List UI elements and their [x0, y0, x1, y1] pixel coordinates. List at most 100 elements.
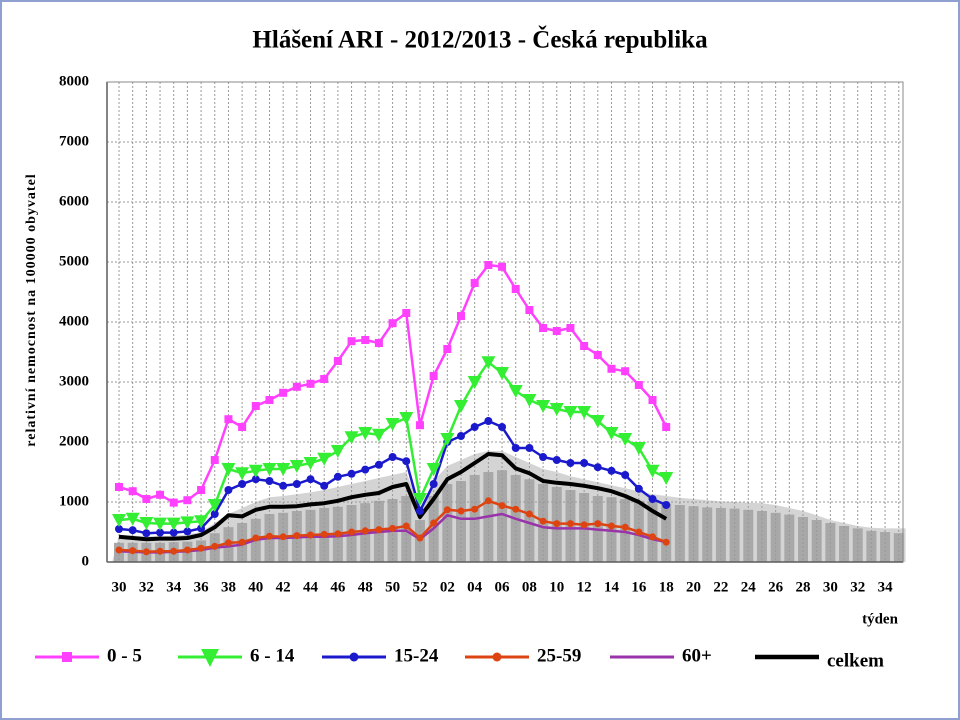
marker [508, 385, 523, 398]
marker [525, 444, 534, 452]
marker [495, 367, 510, 380]
legend-label: 15-24 [394, 645, 439, 666]
marker [344, 431, 359, 445]
y-tick-label: 1000 [59, 493, 89, 509]
marker [251, 402, 260, 410]
marker [415, 421, 424, 430]
x-tick-label: 30 [112, 579, 127, 595]
legend-item: 6 - 14 [178, 645, 295, 667]
y-tick-label: 0 [82, 553, 90, 569]
marker [536, 400, 551, 413]
marker [224, 486, 233, 494]
marker [238, 538, 246, 546]
marker [115, 483, 123, 491]
marker [484, 497, 492, 505]
x-tick-label: 34 [878, 579, 894, 595]
legend-marker [349, 652, 359, 662]
marker [607, 364, 616, 373]
background-bar [674, 505, 685, 562]
marker [580, 459, 589, 467]
legend-item: 0 - 5 [35, 645, 142, 666]
marker [402, 522, 410, 530]
x-tick-label: 34 [166, 579, 182, 595]
marker [471, 505, 479, 513]
marker [593, 463, 602, 472]
marker [443, 506, 451, 514]
y-tick-label: 7000 [59, 133, 89, 149]
marker [197, 524, 206, 533]
marker [194, 515, 209, 529]
marker [388, 319, 397, 328]
marker [320, 375, 329, 383]
marker [594, 520, 602, 528]
marker [347, 337, 356, 346]
legend-item: 60+ [610, 645, 712, 666]
marker [662, 501, 671, 509]
marker [197, 544, 205, 552]
marker [399, 412, 414, 425]
y-tick-label: 3000 [59, 373, 89, 389]
marker [553, 520, 561, 528]
marker [166, 517, 181, 531]
marker [224, 539, 232, 547]
marker [457, 432, 465, 440]
marker [593, 351, 602, 359]
marker [430, 519, 438, 527]
marker [347, 469, 356, 478]
marker [361, 527, 369, 535]
marker [333, 472, 342, 481]
marker [333, 357, 342, 365]
marker [549, 403, 564, 416]
marker [115, 546, 123, 554]
marker [279, 388, 288, 397]
marker [139, 517, 154, 530]
x-tick-label: 50 [385, 579, 400, 595]
marker [662, 538, 670, 546]
marker [580, 521, 588, 529]
marker [317, 452, 332, 466]
y-tick-label: 2000 [59, 433, 89, 449]
x-tick-label: 48 [358, 579, 373, 595]
marker [306, 379, 315, 388]
marker [440, 433, 455, 446]
marker [470, 279, 479, 287]
x-tick-label: 06 [495, 579, 511, 595]
marker [484, 417, 493, 425]
marker [153, 517, 168, 531]
marker [293, 532, 301, 540]
marker [388, 453, 397, 461]
marker [265, 532, 273, 540]
x-tick-label: 28 [796, 579, 811, 595]
x-axis-label: týden [862, 611, 898, 627]
x-tick-label: 38 [221, 579, 236, 595]
marker [484, 261, 493, 269]
marker [604, 427, 619, 440]
marker [467, 376, 482, 389]
legend-item: celkem [755, 650, 884, 671]
x-tick-label: 46 [330, 579, 346, 595]
marker [320, 481, 329, 490]
marker [511, 285, 520, 293]
legend-label: 60+ [682, 645, 712, 666]
marker [238, 480, 247, 488]
background-bar [456, 481, 466, 562]
marker [210, 456, 219, 464]
marker [566, 324, 575, 332]
marker [211, 542, 219, 550]
marker [621, 523, 629, 531]
marker [659, 472, 674, 485]
marker [128, 487, 137, 496]
background-bar [756, 511, 767, 562]
x-tick-label: 10 [549, 579, 564, 595]
marker [276, 463, 291, 476]
marker [292, 480, 301, 488]
x-tick-label: 14 [604, 579, 620, 595]
marker [498, 502, 506, 510]
marker [389, 524, 397, 532]
legend-label: 0 - 5 [107, 645, 142, 666]
y-tick-label: 8000 [59, 73, 89, 89]
marker [224, 415, 233, 424]
marker [631, 442, 646, 455]
